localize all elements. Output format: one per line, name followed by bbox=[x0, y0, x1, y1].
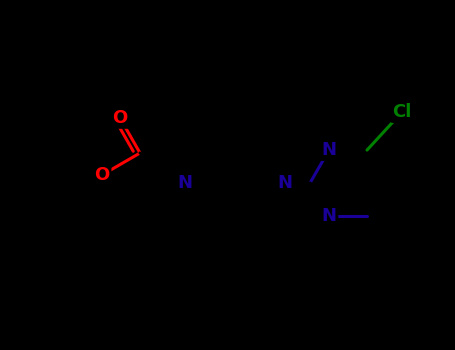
Text: N: N bbox=[322, 207, 337, 225]
Text: N: N bbox=[177, 174, 192, 192]
Text: O: O bbox=[94, 166, 110, 184]
Text: Cl: Cl bbox=[392, 103, 412, 121]
Text: N: N bbox=[278, 174, 293, 192]
Text: N: N bbox=[322, 141, 337, 159]
Text: O: O bbox=[112, 109, 127, 127]
